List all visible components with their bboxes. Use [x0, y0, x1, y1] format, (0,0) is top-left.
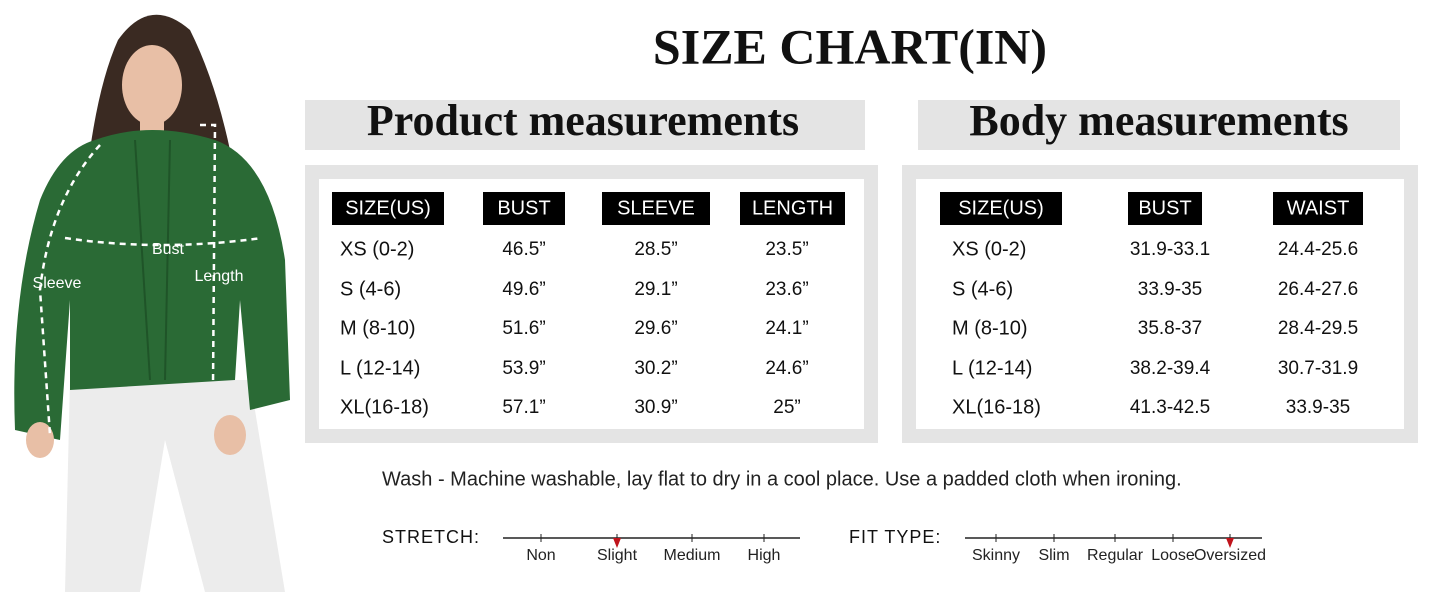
cell: XL(16-18) [952, 396, 1041, 418]
column-header: WAIST [1287, 197, 1350, 219]
cell: 33.9-35 [1286, 397, 1350, 418]
scale-marker [613, 538, 621, 548]
cell: 29.1” [634, 279, 677, 300]
product-heading: Product measurements [367, 96, 799, 145]
cell: XS (0-2) [952, 238, 1026, 260]
cell: S (4-6) [952, 278, 1013, 300]
column-header-bg [602, 192, 710, 225]
cell: 24.1” [765, 318, 808, 339]
column-header: BUST [497, 197, 550, 219]
cell: 30.2” [634, 358, 677, 379]
scale-level: Medium [664, 547, 721, 564]
cell: 24.6” [765, 358, 808, 379]
cell: 23.6” [765, 279, 808, 300]
column-header: BUST [1138, 197, 1191, 219]
cell: M (8-10) [340, 317, 416, 339]
cell: 51.6” [502, 318, 545, 339]
cell: 41.3-42.5 [1130, 397, 1210, 418]
column-header: SIZE(US) [345, 197, 431, 219]
cell: 30.9” [634, 397, 677, 418]
scale-level: Loose [1151, 547, 1195, 564]
cell: 46.5” [502, 239, 545, 260]
column-header-bg [1273, 192, 1363, 225]
column-header: LENGTH [752, 197, 833, 219]
column-header: SLEEVE [617, 197, 695, 219]
cell: L (12-14) [952, 357, 1032, 379]
cell: 49.6” [502, 279, 545, 300]
cell: S (4-6) [340, 278, 401, 300]
cell: 38.2-39.4 [1130, 358, 1211, 379]
heading-bg [918, 100, 1400, 150]
scale-level: Skinny [972, 547, 1020, 564]
cell: 33.9-35 [1138, 279, 1202, 300]
cell: 31.9-33.1 [1130, 239, 1210, 260]
scale-level: High [748, 547, 781, 564]
heading-bg [305, 100, 865, 150]
cell: 26.4-27.6 [1278, 279, 1358, 300]
wash-note: Wash - Machine washable, lay flat to dry… [382, 468, 1182, 490]
body-heading: Body measurements [969, 96, 1348, 145]
model-figure [14, 14, 291, 592]
cell: 23.5” [765, 239, 808, 260]
scale-label: STRETCH: [382, 527, 480, 547]
scale-level: Slim [1038, 547, 1069, 564]
title: SIZE CHART(IN) [653, 18, 1047, 74]
figure-label: Bust [152, 241, 185, 258]
column-header-bg [1128, 192, 1202, 225]
scale-label: FIT TYPE: [849, 527, 941, 547]
cell: 30.7-31.9 [1278, 358, 1358, 379]
cell: 25” [773, 397, 800, 418]
column-header-bg [740, 192, 845, 225]
column-header-bg [483, 192, 565, 225]
figure-label: Sleeve [33, 275, 82, 292]
cell: M (8-10) [952, 317, 1028, 339]
column-header: SIZE(US) [958, 197, 1044, 219]
cell: 24.4-25.6 [1278, 239, 1358, 260]
scale-level: Non [526, 547, 555, 564]
cell: 28.4-29.5 [1278, 318, 1358, 339]
cell: L (12-14) [340, 357, 420, 379]
cell: XS (0-2) [340, 238, 414, 260]
scale-level: Slight [597, 547, 638, 564]
cell: 35.8-37 [1138, 318, 1202, 339]
cell: 29.6” [634, 318, 677, 339]
cell: 57.1” [502, 397, 545, 418]
scale-level: Regular [1087, 547, 1144, 564]
scale-level: Oversized [1194, 547, 1266, 564]
cell: 28.5” [634, 239, 677, 260]
column-header-bg [332, 192, 444, 225]
column-header-bg [940, 192, 1062, 225]
figure-label: Length [195, 268, 244, 285]
cell: 53.9” [502, 358, 545, 379]
cell: XL(16-18) [340, 396, 429, 418]
scale-marker [1226, 538, 1234, 548]
